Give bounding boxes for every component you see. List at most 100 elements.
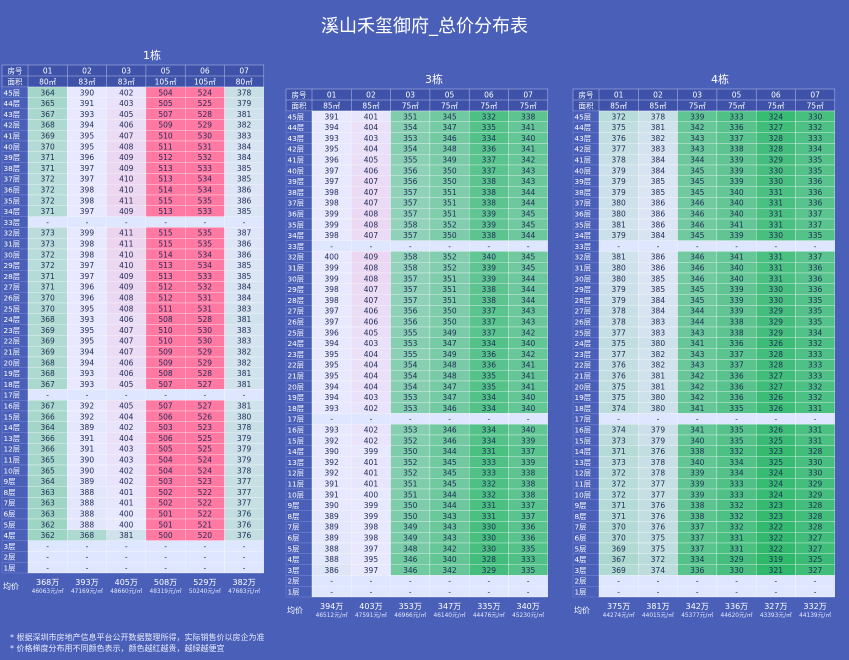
price-cell: 403 (119, 445, 134, 454)
price-cell: 332 (482, 490, 497, 499)
floor-label: 8层 (288, 512, 300, 521)
floor-label: 38层 (288, 188, 305, 197)
price-cell: 512 (158, 153, 173, 162)
price-cell: 353 (403, 339, 418, 348)
price-cell: 407 (119, 348, 134, 357)
avg-total: 403万 (359, 602, 382, 611)
price-cell: 407 (364, 188, 379, 197)
price-cell-bg (795, 586, 835, 598)
price-cell: 399 (324, 274, 339, 283)
floor-label: 18层 (288, 404, 305, 413)
price-cell: 527 (198, 402, 213, 411)
price-cell: - (86, 542, 89, 551)
price-cell: 349 (403, 534, 418, 543)
price-cell: 530 (198, 337, 213, 346)
floor-label: 2层 (575, 577, 587, 586)
price-cell: - (487, 588, 490, 597)
price-cell: 337 (690, 534, 705, 543)
price-cell: 329 (769, 328, 784, 337)
price-cell: 377 (237, 499, 252, 508)
unit-number: 05 (732, 91, 742, 100)
price-cell: 355 (403, 156, 418, 165)
price-cell: 382 (651, 134, 666, 143)
price-cell: 341 (521, 382, 536, 391)
price-cell: 379 (611, 188, 626, 197)
price-cell: - (330, 242, 333, 251)
floor-label: 20层 (575, 382, 592, 391)
price-cell: 365 (40, 456, 55, 465)
price-cell: 324 (769, 480, 784, 489)
price-cell-bg (508, 586, 548, 598)
price-cell: 396 (80, 153, 95, 162)
price-cell: - (448, 242, 451, 251)
price-cell: 331 (482, 447, 497, 456)
price-cell: 402 (119, 466, 134, 475)
price-cell: 389 (324, 534, 339, 543)
price-cell: 403 (364, 134, 379, 143)
price-cell: 338 (482, 296, 497, 305)
price-cell: 374 (611, 404, 626, 413)
price-cell: - (617, 415, 620, 424)
price-cell: 401 (364, 480, 379, 489)
price-cell: 327 (769, 372, 784, 381)
price-cell: - (814, 415, 817, 424)
price-cell: 346 (403, 555, 418, 564)
unit-area: 85㎡ (610, 102, 628, 111)
price-cell: 525 (198, 99, 213, 108)
note-2: * 价格梯度分布用不同颜色表示，颜色越红越贵，越绿越便宜 (10, 644, 225, 653)
price-cell: 334 (808, 145, 823, 154)
price-cell: 388 (80, 520, 95, 529)
avg-unit-price: 48319元/㎡ (150, 587, 182, 595)
price-cell: 335 (729, 404, 744, 413)
price-cell: 338 (482, 199, 497, 208)
price-cell: 409 (119, 164, 134, 173)
floor-label: 16层 (4, 402, 21, 411)
price-cell: - (46, 218, 49, 227)
avg-unit-price: 46063元/㎡ (32, 587, 64, 595)
price-cell: 504 (158, 88, 173, 97)
price-cell: 384 (651, 166, 666, 175)
unit-area: 75㎡ (689, 102, 707, 111)
price-cell: 398 (80, 240, 95, 249)
floor-label: 14层 (575, 447, 592, 456)
price-cell: 397 (364, 544, 379, 553)
floor-label: 4层 (575, 555, 587, 564)
avg-total: 336万 (725, 602, 748, 611)
price-cell: 389 (324, 523, 339, 532)
price-cell: 336 (729, 393, 744, 402)
price-cell: 512 (158, 294, 173, 303)
price-cell: 319 (769, 555, 784, 564)
price-cell: 370 (40, 142, 55, 151)
price-cell: 331 (808, 436, 823, 445)
avg-unit-price: 47591元/㎡ (355, 611, 387, 619)
price-cell: 386 (651, 220, 666, 229)
price-cell: - (814, 242, 817, 251)
price-cell: 322 (769, 523, 784, 532)
price-cell: 367 (40, 380, 55, 389)
floor-label: 11层 (4, 456, 21, 465)
price-cell: 372 (611, 469, 626, 478)
price-cell: 405 (364, 328, 379, 337)
price-cell: 337 (808, 220, 823, 229)
price-cell: 401 (119, 488, 134, 497)
price-cell: 338 (482, 177, 497, 186)
floor-label: 7层 (4, 499, 16, 508)
price-cell: 379 (611, 285, 626, 294)
price-cell: 530 (198, 326, 213, 335)
price-cell: 376 (651, 523, 666, 532)
price-cell: 328 (808, 523, 823, 532)
avg-unit-price: 44620元/㎡ (721, 611, 753, 619)
price-cell: 528 (198, 110, 213, 119)
price-cell: 522 (198, 488, 213, 497)
price-cell: 378 (651, 469, 666, 478)
floor-label: 19层 (575, 393, 592, 402)
price-cell: 333 (729, 490, 744, 499)
floor-label: 30层 (4, 250, 21, 259)
floor-label: 37层 (4, 175, 21, 184)
price-cell: 402 (364, 436, 379, 445)
price-cell: 337 (482, 318, 497, 327)
price-cell: 326 (769, 404, 784, 413)
floor-label: 44层 (4, 99, 21, 108)
price-cell: - (164, 564, 167, 573)
price-cell: 326 (769, 393, 784, 402)
